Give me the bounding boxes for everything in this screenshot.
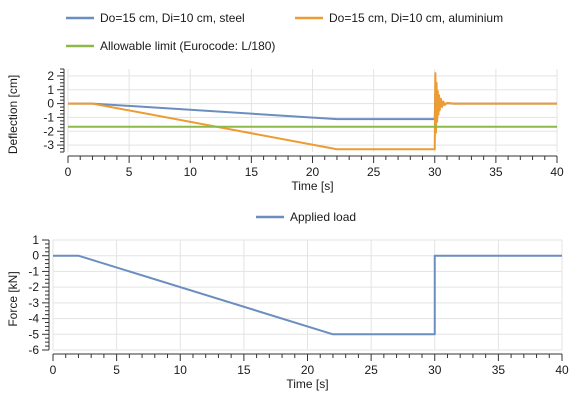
x-tick-label: 40 bbox=[550, 165, 564, 179]
x-tick-label: 10 bbox=[184, 165, 198, 179]
y-tick-label: -1 bbox=[43, 110, 54, 124]
y-tick-label: -4 bbox=[28, 312, 39, 326]
legend-label: Applied load bbox=[290, 210, 356, 224]
x-tick-label: 20 bbox=[301, 363, 315, 377]
legend-label: Allowable limit (Eurocode: L/180) bbox=[100, 39, 275, 53]
y-tick-label: 1 bbox=[32, 233, 39, 247]
y-axis-label: Deflection [cm] bbox=[6, 75, 20, 154]
x-tick-label: 35 bbox=[492, 363, 506, 377]
y-tick-label: -1 bbox=[28, 264, 39, 278]
x-tick-label: 0 bbox=[50, 363, 57, 377]
chart-2-legend: Applied load bbox=[256, 210, 356, 224]
y-axis-label: Force [kN] bbox=[6, 271, 20, 326]
x-tick-label: 25 bbox=[367, 165, 381, 179]
y-tick-label: -3 bbox=[28, 296, 39, 310]
y-tick-label: -6 bbox=[28, 343, 39, 357]
chart-2-series-1-line bbox=[53, 254, 562, 336]
x-tick-label: 40 bbox=[555, 363, 569, 377]
chart-1-series-2-line bbox=[68, 72, 557, 151]
y-tick-label: 1 bbox=[47, 83, 54, 97]
legend-label: Do=15 cm, Di=10 cm, steel bbox=[100, 11, 245, 25]
y-tick-label: -2 bbox=[43, 124, 54, 138]
x-tick-label: 30 bbox=[428, 165, 442, 179]
x-axis-label: Time [s] bbox=[286, 377, 328, 391]
chart-1-grid bbox=[67, 69, 558, 152]
x-tick-label: 5 bbox=[126, 165, 133, 179]
x-tick-label: 15 bbox=[237, 363, 251, 377]
y-tick-label: -2 bbox=[28, 280, 39, 294]
legend-label: Do=15 cm, Di=10 cm, aluminium bbox=[329, 11, 503, 25]
y-tick-label: -5 bbox=[28, 327, 39, 341]
x-tick-label: 30 bbox=[428, 363, 442, 377]
x-tick-label: 10 bbox=[174, 363, 188, 377]
x-tick-label: 0 bbox=[65, 165, 72, 179]
y-tick-label: 2 bbox=[47, 69, 54, 83]
x-tick-label: 20 bbox=[306, 165, 320, 179]
y-tick-label: 0 bbox=[32, 249, 39, 263]
x-tick-label: 5 bbox=[113, 363, 120, 377]
y-tick-label: 0 bbox=[47, 97, 54, 111]
chart-1-legend: Do=15 cm, Di=10 cm, steel Do=15 cm, Di=10… bbox=[66, 11, 503, 53]
chart-2-grid bbox=[52, 239, 563, 351]
x-tick-label: 25 bbox=[364, 363, 378, 377]
x-axis-label: Time [s] bbox=[291, 179, 333, 193]
y-tick-label: -3 bbox=[43, 138, 54, 152]
x-tick-label: 15 bbox=[245, 165, 259, 179]
x-tick-label: 35 bbox=[489, 165, 503, 179]
